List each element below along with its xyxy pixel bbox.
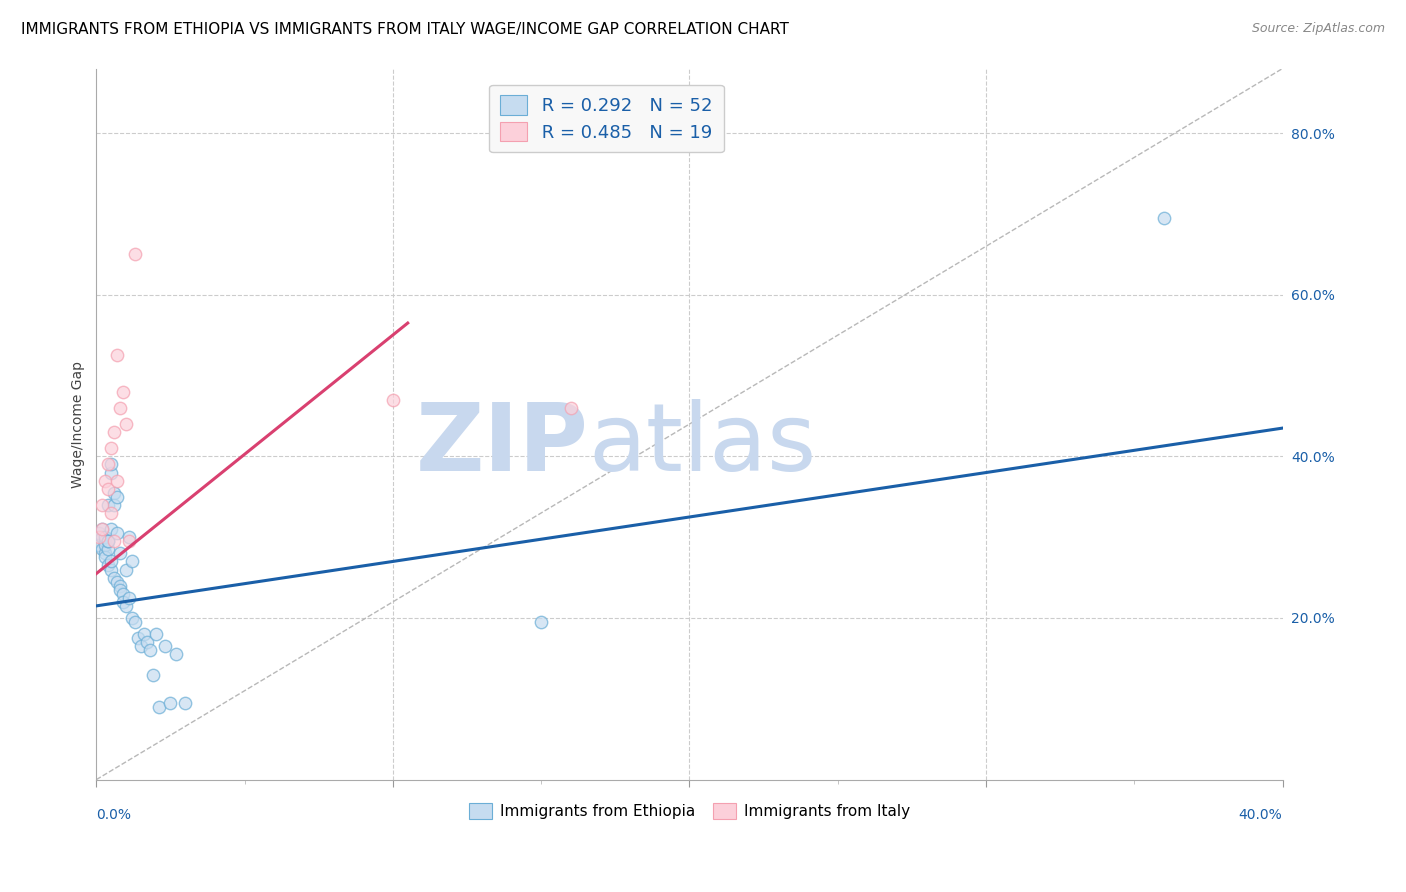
Point [129, 640, 152, 654]
Point [112, 384, 135, 399]
Point [94, 546, 117, 560]
Point [103, 534, 125, 549]
Point [97, 542, 120, 557]
Point [94, 538, 117, 552]
Text: atlas: atlas [589, 400, 817, 491]
Point [100, 442, 122, 456]
Text: IMMIGRANTS FROM ETHIOPIA VS IMMIGRANTS FROM ITALY WAGE/INCOME GAP CORRELATION CH: IMMIGRANTS FROM ETHIOPIA VS IMMIGRANTS F… [21, 22, 789, 37]
Point [108, 546, 131, 560]
Point [124, 615, 146, 629]
Point [89, 530, 111, 544]
Point [100, 458, 122, 472]
Point [94, 550, 117, 565]
Point [530, 615, 553, 629]
Point [105, 574, 128, 589]
Point [112, 587, 135, 601]
Point [153, 640, 176, 654]
Point [100, 562, 122, 576]
Point [105, 526, 128, 541]
Point [112, 595, 135, 609]
Text: 0.0%: 0.0% [97, 808, 131, 822]
Legend: Immigrants from Ethiopia, Immigrants from Italy: Immigrants from Ethiopia, Immigrants fro… [463, 797, 915, 825]
Point [159, 696, 181, 710]
Point [91, 498, 114, 512]
Point [115, 417, 138, 431]
Point [108, 401, 131, 415]
Point [118, 591, 141, 605]
Point [108, 582, 131, 597]
Point [145, 627, 167, 641]
Point [174, 696, 197, 710]
Point [381, 392, 404, 407]
Point [103, 425, 125, 439]
Point [89, 526, 111, 541]
Point [94, 474, 117, 488]
Point [121, 611, 143, 625]
Point [108, 579, 131, 593]
Point [118, 530, 141, 544]
Text: 40.0%: 40.0% [1239, 808, 1282, 822]
Point [97, 534, 120, 549]
Point [97, 534, 120, 549]
Point [132, 627, 155, 641]
Text: Source: ZipAtlas.com: Source: ZipAtlas.com [1251, 22, 1385, 36]
Point [118, 534, 141, 549]
Point [89, 538, 111, 552]
Point [97, 498, 120, 512]
Point [94, 530, 117, 544]
Point [94, 534, 117, 549]
Point [103, 498, 125, 512]
Point [100, 522, 122, 536]
Point [115, 599, 138, 613]
Point [135, 635, 157, 649]
Y-axis label: Wage/Income Gap: Wage/Income Gap [72, 360, 86, 488]
Point [103, 485, 125, 500]
Point [97, 458, 120, 472]
Point [105, 490, 128, 504]
Point [105, 474, 128, 488]
Point [97, 558, 120, 573]
Text: ZIP: ZIP [416, 400, 589, 491]
Point [148, 699, 170, 714]
Point [91, 522, 114, 536]
Point [165, 648, 187, 662]
Point [142, 667, 165, 681]
Point [91, 530, 114, 544]
Point [97, 482, 120, 496]
Point [1153, 211, 1175, 225]
Point [115, 562, 138, 576]
Point [138, 643, 160, 657]
Point [91, 542, 114, 557]
Point [560, 401, 582, 415]
Point [124, 247, 146, 261]
Point [105, 348, 128, 362]
Point [127, 631, 149, 645]
Point [103, 571, 125, 585]
Point [121, 554, 143, 568]
Point [100, 466, 122, 480]
Point [100, 554, 122, 568]
Point [91, 522, 114, 536]
Point [100, 506, 122, 520]
